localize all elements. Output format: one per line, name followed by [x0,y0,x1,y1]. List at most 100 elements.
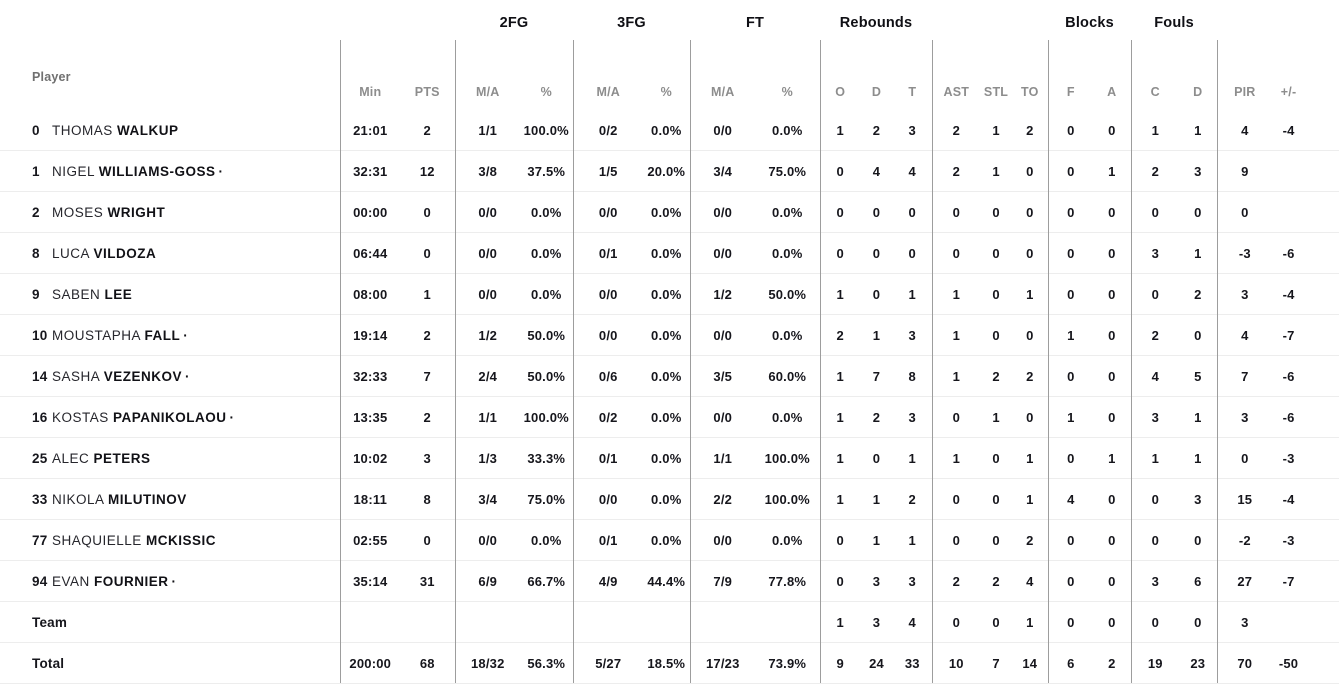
player-row: 9 SABEN LEE 08:00 1 0/0 0.0% 0/0 0.0% 1/2 50.0% 1 0… [0,273,1339,315]
stat-pir: -2 [1216,519,1273,561]
stat-fg2-ma: 3/4 [454,478,520,520]
stat-foul-d: 3 [1179,478,1218,520]
stat-pm: -7 [1272,560,1339,602]
stat-blk-a: 0 [1093,601,1132,643]
col-header-pts: PTS [414,85,440,99]
stat-blk-f: 0 [1047,232,1094,274]
stat-reb-t: 2 [893,478,933,520]
stat-to: 1 [1012,437,1049,479]
col-header-2fg-ma: M/A [454,40,520,110]
stat-ft-pct: 77.8% [755,560,820,602]
stat-to: 2 [1012,355,1049,397]
stat-pts: 8 [400,478,455,520]
col-header-ft-ma: M/A [689,40,755,110]
stat-pm [1272,191,1339,233]
stat-fg2-pct: 100.0% [520,396,573,438]
stat-reb-o: 9 [819,642,860,684]
stat-to: 2 [1026,122,1034,138]
stat-reb-o: 0 [819,191,860,233]
stat-fg2-pct: 75.0% [520,478,573,520]
stat-to: 2 [1012,519,1049,561]
stat-blk-f: 1 [1047,396,1094,438]
player-last-name: MILUTINOV [108,491,187,507]
stat-stl: 7 [980,642,1013,684]
player-last-name: LEE [104,286,133,302]
player-name: MOSES WRIGHT [50,191,340,233]
stat-reb-o: 1 [819,437,860,479]
player-first-name: ALEC [52,450,94,466]
stat-pir: 27 [1216,560,1273,602]
stat-pm: -4 [1272,273,1339,315]
stat-reb-o: 2 [819,314,860,356]
stat-pir: -3 [1216,232,1273,274]
stat-min [339,601,400,643]
stat-ast: 2 [931,150,981,192]
player-name: MOUSTAPHA FALL · [50,314,340,356]
stat-reb-d: 4 [860,150,893,192]
player-first-name: SABEN [52,286,105,302]
stat-stl: 1 [980,396,1013,438]
stat-ast: 0 [931,232,981,274]
team-row-label: Team [0,601,340,643]
player-name: KOSTAS PAPANIKOLAOU · [50,396,340,438]
stat-fg3-pct: 0.0% [643,191,690,233]
stat-ast: 0 [931,601,981,643]
player-number: 94 [0,560,50,602]
stat-pm: -7 [1272,314,1339,356]
stat-to: 0 [1012,232,1049,274]
player-last-name: WALKUP [117,122,179,138]
stat-ft-ma: 0/0 [689,314,755,356]
player-last-name: VEZENKOV [103,368,183,384]
stat-foul-c: 3 [1130,232,1180,274]
player-row: 16 KOSTAS PAPANIKOLAOU · 13:35 2 1/1 100.0% 0/2… [0,396,1339,438]
stat-reb-d: 24 [860,642,893,684]
player-row: 33 NIKOLA MILUTINOV 18:11 8 3/4 75.0% 0/0 0.0% 2… [0,478,1339,520]
group-header-ft: FT [745,15,765,31]
stat-min: 18:11 [339,478,400,520]
stat-fg2-ma: 1/3 [454,437,520,479]
col-header-3fg-pct: % [660,85,672,99]
stat-ft-pct: 0.0% [755,519,820,561]
stat-reb-t: 0 [893,232,933,274]
stat-foul-d: 5 [1179,355,1218,397]
stat-blk-a: 1 [1093,437,1132,479]
stat-fg3-ma: 0/2 [572,396,643,438]
stat-fg2-ma: 3/8 [454,150,520,192]
stat-pts: 7 [400,355,455,397]
stat-fg3-pct: 44.4% [643,560,690,602]
stat-stl: 2 [980,355,1013,397]
stat-ft-pct [755,601,820,643]
stat-fg3-ma: 0/1 [572,232,643,274]
stat-fg3-ma: 1/5 [572,150,643,192]
stat-fg3-pct: 0.0% [643,314,690,356]
stat-foul-c: 3 [1130,560,1180,602]
stat-blk-a: 0 [1093,232,1132,274]
stat-fg2-ma: 0/0 [454,273,520,315]
stat-ft-pct: 0.0% [755,314,820,356]
col-header-min: Min [339,40,400,110]
stat-min: 10:02 [339,437,400,479]
col-header-blk-f: F [1047,40,1094,110]
player-name: LUCA VILDOZA [50,232,340,274]
stat-pts [400,601,455,643]
player-number: 1 [0,150,50,192]
stat-reb-o: 1 [819,110,860,151]
stat-reb-o: 0 [819,150,860,192]
stat-foul-d: 1 [1179,437,1218,479]
stat-fg2-pct: 100.0% [523,122,569,138]
stat-pir: 3 [1216,396,1273,438]
stat-foul-c: 1 [1130,110,1180,151]
stat-pm: -3 [1272,519,1339,561]
stat-ft-ma: 17/23 [689,642,755,684]
stat-fg3-ma: 0/1 [572,437,643,479]
stat-reb-o: 1 [819,396,860,438]
stat-reb-t: 1 [893,437,933,479]
stat-foul-c: 0 [1130,519,1180,561]
stat-pts: 3 [400,437,455,479]
stat-blk-a: 0 [1093,273,1132,315]
stat-fg2-pct: 0.0% [520,273,573,315]
stat-ft-ma: 0/0 [689,519,755,561]
stat-ft-pct: 100.0% [755,478,820,520]
stat-fg2-ma: 18/32 [454,642,520,684]
stat-min: 00:00 [339,191,400,233]
